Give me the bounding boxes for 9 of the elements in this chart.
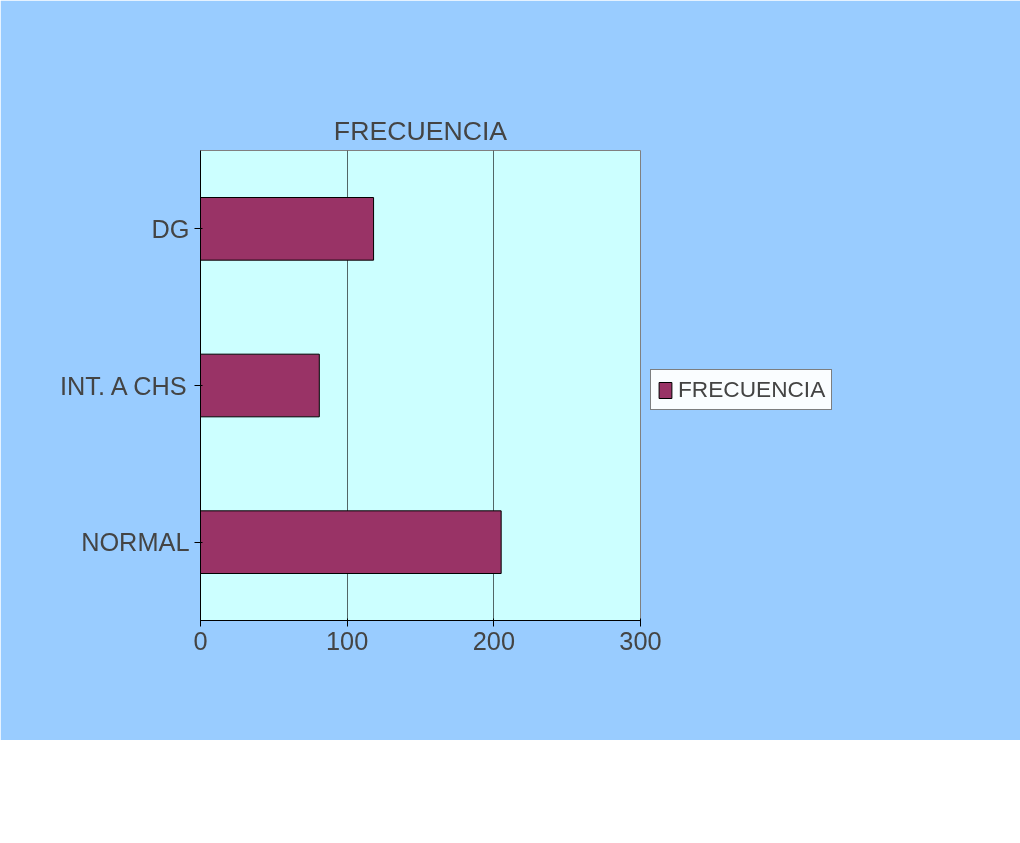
legend-label: FRECUENCIA bbox=[678, 376, 826, 403]
x-tick-label: 200 bbox=[472, 626, 515, 655]
y-tick-label: DG bbox=[151, 214, 190, 243]
x-tick-label: 0 bbox=[193, 626, 208, 655]
y-tick-label: NORMAL bbox=[81, 528, 190, 557]
x-tick-label: 300 bbox=[619, 626, 662, 655]
x-tick-label: 100 bbox=[326, 626, 369, 655]
chart-title: FRECUENCIA bbox=[333, 115, 508, 146]
y-tick-label: INT. A CHS bbox=[60, 371, 187, 400]
